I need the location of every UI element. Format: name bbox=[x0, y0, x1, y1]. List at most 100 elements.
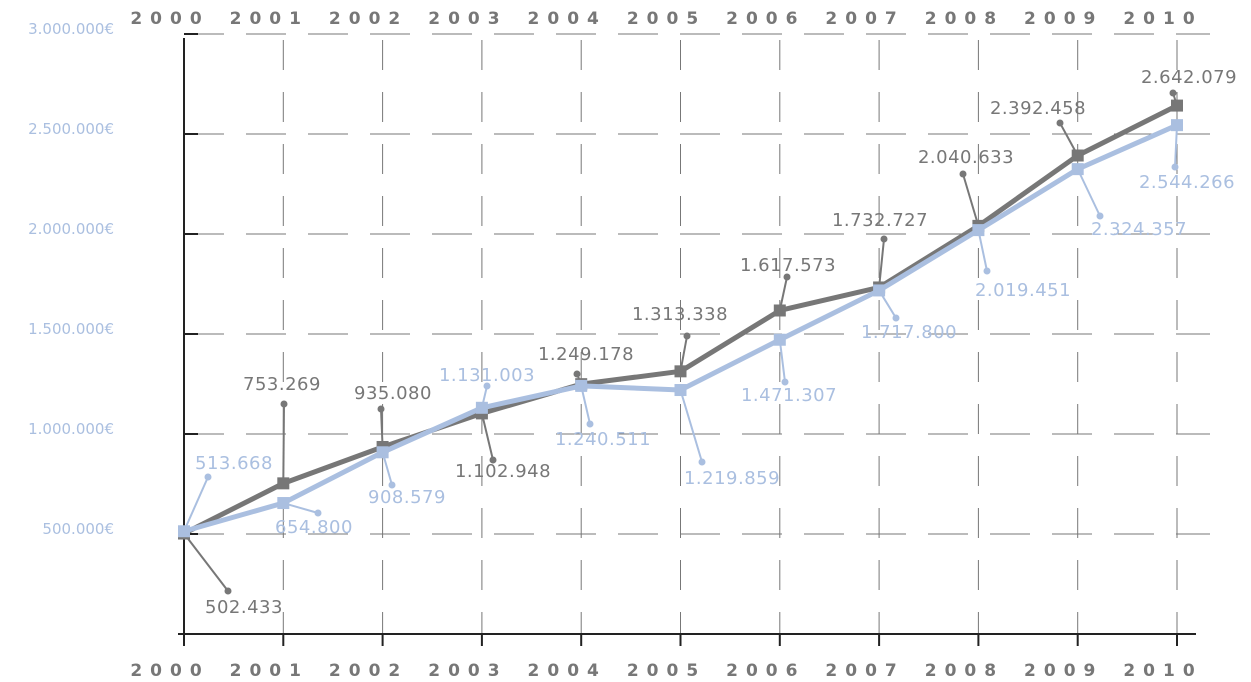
callout-dot-s0-2 bbox=[377, 405, 385, 413]
x-tick-label-bottom-2: 2002 bbox=[329, 661, 408, 681]
data-point-s1-9 bbox=[1071, 163, 1084, 176]
x-tick-label-bottom-5: 2005 bbox=[627, 661, 706, 681]
data-point-s0-5 bbox=[674, 365, 687, 378]
x-tick-label-top-7: 2007 bbox=[825, 9, 904, 29]
callout-line-s1-8 bbox=[977, 229, 988, 272]
callout-line-s0-2 bbox=[380, 408, 384, 448]
x-tick-label-bottom-7: 2007 bbox=[825, 661, 904, 681]
callout-dot-s0-0 bbox=[224, 587, 232, 595]
x-tick-label-top-1: 2001 bbox=[230, 9, 309, 29]
callout-dot-s1-1 bbox=[314, 509, 322, 517]
callout-dot-s1-7 bbox=[892, 314, 900, 322]
data-label-s0-8: 2.040.633 bbox=[918, 147, 1014, 168]
callout-line-s1-4 bbox=[580, 385, 591, 425]
data-point-s1-1 bbox=[277, 497, 290, 510]
x-tick-label-top-2: 2002 bbox=[329, 9, 408, 29]
x-tick-label-top-0: 2000 bbox=[130, 9, 209, 29]
callout-dot-s1-5 bbox=[698, 458, 706, 466]
callout-dot-s0-7 bbox=[880, 235, 888, 243]
callout-dot-s1-9 bbox=[1096, 212, 1104, 220]
callout-dot-s0-4 bbox=[573, 370, 581, 378]
x-tick-label-bottom-10: 2010 bbox=[1123, 661, 1202, 681]
callout-dot-s0-10 bbox=[1169, 89, 1177, 97]
data-point-s0-9 bbox=[1071, 149, 1084, 162]
callout-dot-s1-0 bbox=[204, 473, 212, 481]
callout-line-s0-8 bbox=[962, 173, 980, 227]
data-point-s1-4 bbox=[575, 379, 588, 392]
data-label-s1-2: 908.579 bbox=[368, 487, 446, 508]
data-label-s1-7: 1.717.800 bbox=[861, 322, 957, 343]
data-point-s1-2 bbox=[376, 446, 389, 459]
callout-line-s0-0 bbox=[183, 532, 229, 592]
data-label-s1-8: 2.019.451 bbox=[975, 280, 1071, 301]
data-label-s0-0: 502.433 bbox=[205, 597, 283, 618]
data-label-s0-4: 1.249.178 bbox=[538, 344, 634, 365]
callout-line-s0-1 bbox=[282, 403, 285, 484]
data-point-s1-7 bbox=[873, 284, 886, 297]
data-label-s0-5: 1.313.338 bbox=[632, 304, 728, 325]
x-tick-label-top-10: 2010 bbox=[1123, 9, 1202, 29]
data-label-s0-10: 2.642.079 bbox=[1141, 67, 1237, 88]
data-label-s1-10: 2.544.266 bbox=[1139, 172, 1235, 193]
data-point-s0-10 bbox=[1171, 99, 1183, 112]
callout-dot-s1-2 bbox=[388, 481, 396, 489]
x-tick-label-top-8: 2008 bbox=[925, 9, 1004, 29]
data-label-s1-3: 1.131.003 bbox=[439, 365, 535, 386]
callout-dot-s0-1 bbox=[280, 400, 288, 408]
data-label-s0-6: 1.617.573 bbox=[740, 255, 836, 276]
x-tick-label-top-3: 2003 bbox=[428, 9, 507, 29]
x-tick-label-top-9: 2009 bbox=[1024, 9, 1103, 29]
data-label-s0-3: 1.102.948 bbox=[455, 461, 551, 482]
x-tick-label-bottom-9: 2009 bbox=[1024, 661, 1103, 681]
x-tick-label-bottom-6: 2006 bbox=[726, 661, 805, 681]
callout-dot-s1-4 bbox=[586, 420, 594, 428]
callout-dot-s0-6 bbox=[783, 273, 791, 281]
data-label-s1-4: 1.240.511 bbox=[555, 429, 651, 450]
callout-line-s0-7 bbox=[878, 238, 885, 288]
data-label-s1-9: 2.324.357 bbox=[1091, 219, 1187, 240]
callout-line-s1-6 bbox=[778, 339, 786, 383]
data-label-s1-1: 654.800 bbox=[275, 517, 353, 538]
x-tick-label-bottom-0: 2000 bbox=[130, 661, 209, 681]
callout-dot-s1-3 bbox=[483, 382, 491, 390]
x-tick-label-bottom-1: 2001 bbox=[230, 661, 309, 681]
callout-line-s1-0 bbox=[183, 476, 209, 532]
y-tick-label-4: 2.500.000€ bbox=[28, 120, 114, 138]
y-tick-label-2: 1.500.000€ bbox=[28, 320, 114, 338]
callout-dot-s0-8 bbox=[959, 170, 967, 178]
x-tick-label-bottom-4: 2004 bbox=[528, 661, 607, 681]
callout-dot-s1-8 bbox=[983, 267, 991, 275]
data-label-s1-6: 1.471.307 bbox=[741, 385, 837, 406]
data-label-s0-9: 2.392.458 bbox=[990, 98, 1086, 119]
callout-dot-s1-10 bbox=[1171, 163, 1179, 171]
data-label-s1-5: 1.219.859 bbox=[684, 468, 780, 489]
data-label-s0-7: 1.732.727 bbox=[832, 210, 928, 231]
callout-dot-s0-5 bbox=[683, 332, 691, 340]
y-tick-label-3: 2.000.000€ bbox=[28, 220, 114, 238]
data-label-s1-0: 513.668 bbox=[195, 453, 273, 474]
data-point-s1-10 bbox=[1171, 119, 1183, 132]
callout-line-s0-3 bbox=[480, 413, 494, 461]
y-tick-label-5: 3.000.000€ bbox=[28, 20, 114, 38]
x-tick-label-top-4: 2004 bbox=[528, 9, 607, 29]
callout-dot-s0-9 bbox=[1056, 119, 1064, 127]
callout-dot-s1-6 bbox=[781, 378, 789, 386]
x-tick-label-top-6: 2006 bbox=[726, 9, 805, 29]
y-tick-label-0: 500.000€ bbox=[42, 520, 114, 538]
data-point-s1-8 bbox=[972, 224, 985, 237]
x-tick-label-bottom-8: 2008 bbox=[925, 661, 1004, 681]
data-point-s1-5 bbox=[674, 384, 687, 397]
x-tick-label-bottom-3: 2003 bbox=[428, 661, 507, 681]
data-point-s0-1 bbox=[277, 477, 290, 490]
data-label-s0-2: 935.080 bbox=[354, 383, 432, 404]
data-point-s0-6 bbox=[773, 304, 786, 317]
data-point-s1-3 bbox=[475, 401, 488, 414]
callout-dot-s0-3 bbox=[489, 456, 497, 464]
callout-line-s1-5 bbox=[679, 389, 703, 463]
x-tick-label-top-5: 2005 bbox=[627, 9, 706, 29]
data-point-s1-0 bbox=[178, 525, 190, 538]
callout-line-s1-10 bbox=[1174, 125, 1178, 168]
data-point-s1-6 bbox=[773, 333, 786, 346]
y-tick-label-1: 1.000.000€ bbox=[28, 420, 114, 438]
